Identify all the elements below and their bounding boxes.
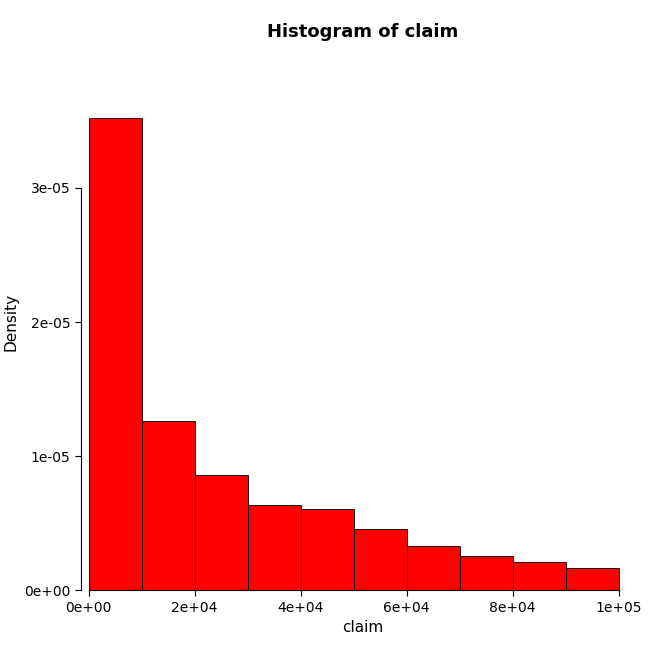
Bar xyxy=(247,505,300,590)
Bar xyxy=(300,509,353,590)
Bar xyxy=(142,421,195,590)
X-axis label: claim: claim xyxy=(342,621,384,635)
Bar xyxy=(513,562,566,590)
Bar xyxy=(89,118,142,590)
Y-axis label: Density: Density xyxy=(3,293,18,351)
Bar xyxy=(353,529,407,590)
Bar xyxy=(460,556,513,590)
Bar xyxy=(195,475,247,590)
Bar xyxy=(566,568,619,590)
Title: Histogram of claim: Histogram of claim xyxy=(267,23,458,41)
Bar xyxy=(407,546,460,590)
